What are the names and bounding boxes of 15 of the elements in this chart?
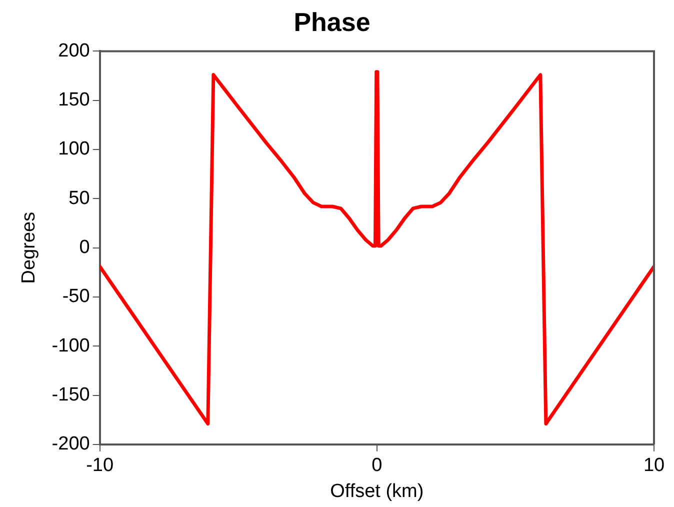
y-tick-label: -50 [62, 286, 90, 308]
y-tick-label: 150 [58, 90, 90, 111]
chart-title: Phase [294, 6, 370, 37]
y-tick-label: 100 [58, 138, 90, 160]
y-tick-label: 200 [58, 40, 90, 62]
x-tick-label: 0 [372, 455, 382, 476]
y-tick-label: -150 [52, 384, 90, 406]
y-tick-label: 0 [79, 237, 90, 258]
x-tick-label: -10 [86, 455, 114, 476]
x-axis-title: Offset (km) [330, 480, 424, 502]
y-axis-title: Degrees [18, 212, 40, 284]
x-tick-label: 10 [643, 455, 665, 476]
y-tick-label: -200 [52, 434, 90, 455]
y-tick-label: 50 [68, 188, 90, 209]
y-tick-label: -100 [52, 335, 90, 356]
